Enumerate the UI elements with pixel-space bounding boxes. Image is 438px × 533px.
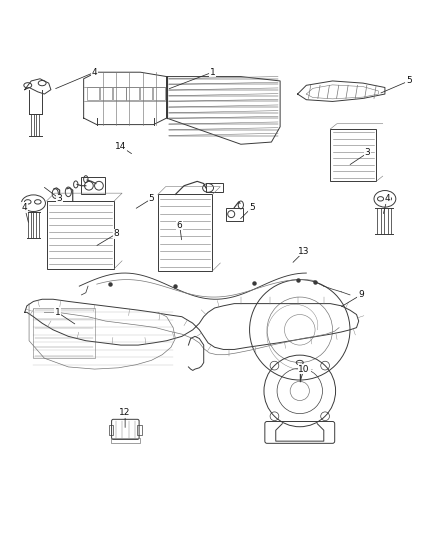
Bar — [206, 183, 223, 192]
Bar — [113, 87, 126, 100]
Text: 3: 3 — [57, 195, 63, 203]
Text: 10: 10 — [298, 365, 310, 374]
Bar — [33, 308, 95, 358]
Bar — [138, 425, 142, 435]
Text: 3: 3 — [364, 149, 370, 157]
Bar — [140, 87, 152, 100]
Text: 1: 1 — [55, 308, 60, 317]
Bar — [100, 87, 113, 100]
Text: 4: 4 — [384, 195, 390, 203]
Bar — [226, 207, 243, 221]
Text: 5: 5 — [148, 195, 154, 203]
Text: 4: 4 — [92, 68, 97, 77]
Text: 8: 8 — [113, 229, 119, 238]
Text: 6: 6 — [177, 221, 183, 230]
Bar — [158, 195, 212, 271]
Text: 5: 5 — [249, 203, 254, 212]
Text: 5: 5 — [406, 76, 412, 85]
Bar — [87, 87, 99, 100]
Bar — [127, 87, 139, 100]
Bar — [152, 87, 165, 100]
Text: 13: 13 — [298, 247, 310, 256]
Bar — [109, 425, 113, 435]
Text: 1: 1 — [209, 68, 215, 77]
Text: 14: 14 — [115, 142, 127, 151]
Text: 9: 9 — [358, 290, 364, 300]
Bar — [46, 201, 114, 269]
Bar — [111, 438, 140, 443]
Bar — [81, 177, 106, 195]
Text: 12: 12 — [120, 408, 131, 417]
Bar — [330, 129, 376, 181]
Text: 4: 4 — [22, 203, 28, 212]
